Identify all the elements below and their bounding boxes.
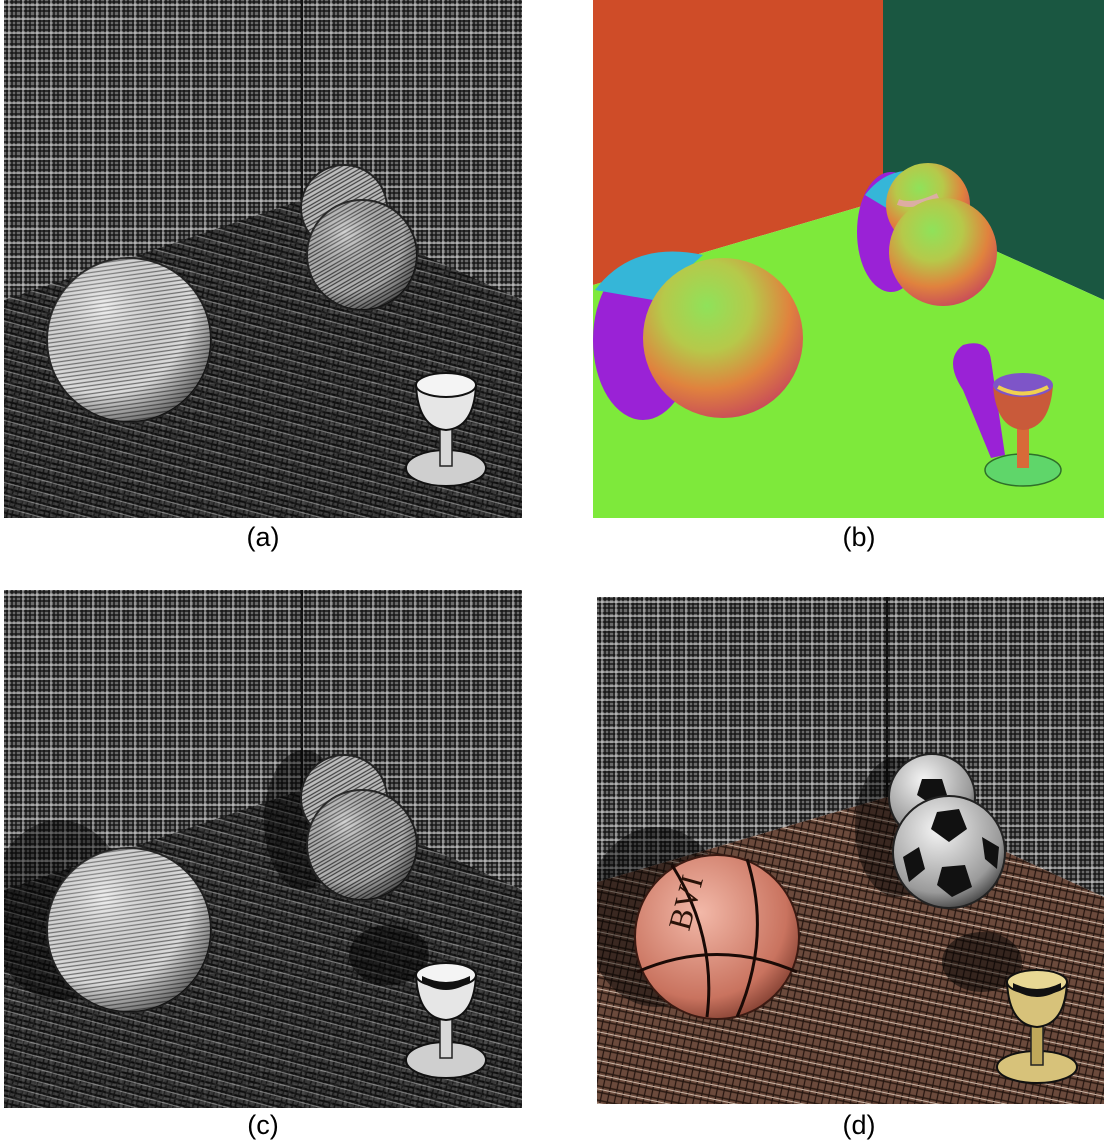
goblet (405, 372, 487, 487)
panel-a (4, 0, 522, 518)
panel-a-image (4, 0, 522, 518)
panel-c-image (4, 590, 522, 1108)
basketball: BVI (634, 854, 800, 1020)
goblet-shadow (942, 932, 1022, 992)
left-wall (593, 0, 883, 285)
goblet (984, 373, 1062, 487)
goblet (996, 969, 1078, 1084)
caption-a: (a) (246, 522, 280, 552)
caption-c: (c) (247, 1110, 279, 1140)
panel-d-image: BVI (597, 597, 1104, 1104)
front-sphere (889, 198, 997, 306)
panel-d: BVI (597, 597, 1104, 1104)
caption-b: (b) (842, 522, 876, 552)
goblet-shadow (953, 343, 1005, 458)
left-wall (597, 597, 887, 882)
panel-c (4, 590, 522, 1108)
caption-d: (d) (842, 1110, 876, 1140)
goblet (405, 962, 487, 1079)
panel-b-image (593, 0, 1104, 518)
panel-b (593, 0, 1104, 518)
front-soccer-ball (892, 795, 1006, 909)
large-sphere (643, 258, 803, 418)
goblet-shadow (349, 925, 429, 985)
